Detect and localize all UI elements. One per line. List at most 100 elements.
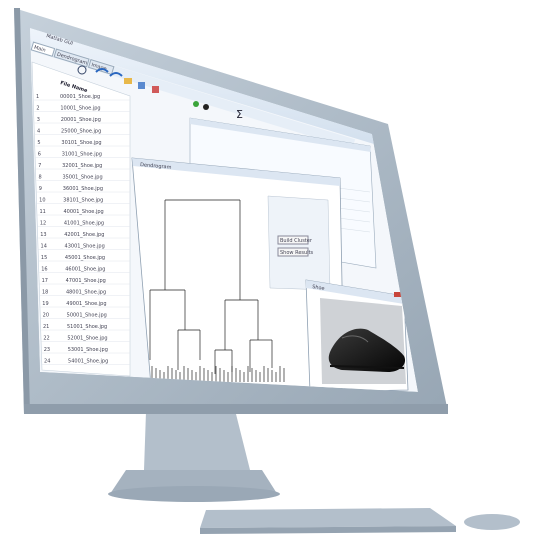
green-dot-icon[interactable] [193, 101, 199, 107]
table-row[interactable]: 14 43001_Shoe.jpg [38, 244, 130, 250]
table-row[interactable]: 23 53001_Shoe.jpg [41, 347, 130, 354]
table-row[interactable]: 20 50001_Shoe.jpg [40, 313, 130, 319]
row-number: 2 [36, 106, 39, 112]
table-row[interactable]: 4 25000_Shoe.jpg [35, 129, 130, 135]
row-number: 11 [40, 209, 46, 215]
tab-dendrogram[interactable] [53, 48, 90, 68]
row-number: 7 [38, 163, 41, 169]
row-filename: 42001_Shoe.jpg [64, 232, 104, 238]
row-number: 24 [44, 359, 50, 365]
table-row[interactable]: 8 35001_Shoe.jpg [36, 175, 130, 181]
toolbar: Σ [77, 65, 243, 121]
table-row[interactable]: 2 10001_Shoe.jpg [34, 106, 130, 112]
row-filename: 47001_Shoe.jpg [66, 278, 106, 284]
table-row[interactable]: 11 40001_Shoe.jpg [37, 209, 131, 216]
search-icon[interactable] [77, 65, 87, 75]
row-number: 23 [44, 347, 50, 353]
row-number: 9 [39, 186, 42, 192]
table-row[interactable]: 15 45001_Shoe.jpg [38, 255, 130, 262]
tab-main-label: Main [33, 45, 46, 54]
save-icon[interactable] [138, 82, 145, 89]
row-number: 10 [39, 198, 45, 204]
table-row[interactable]: 18 48001_Shoe.jpg [39, 290, 130, 296]
main-window: Matlab GUI Main Dendrogram Image [30, 28, 374, 149]
table-row[interactable]: 10 38101_Shoe.jpg [37, 198, 130, 204]
chart-icon[interactable] [152, 86, 159, 93]
row-number: 18 [42, 290, 48, 296]
table-row[interactable]: 1 00001_Shoe.jpg [34, 94, 130, 101]
table-row[interactable]: 22 52001_Shoe.jpg [41, 336, 130, 342]
tab-strip: Main Dendrogram Image [30, 40, 356, 149]
table-row[interactable]: 16 46001_Shoe.jpg [39, 267, 130, 273]
table-row[interactable]: 9 36001_Shoe.jpg [36, 186, 130, 193]
row-number: 21 [43, 324, 49, 330]
sigma-icon[interactable]: Σ [236, 108, 243, 121]
row-number: 15 [41, 255, 47, 261]
row-number: 19 [42, 301, 48, 307]
row-filename: 41001_Shoe.jpg [64, 221, 104, 227]
row-filename: 00001_Shoe.jpg [60, 94, 100, 100]
row-filename: 25000_Shoe.jpg [61, 129, 101, 135]
table-row[interactable]: 24 54001_Shoe.jpg [42, 359, 130, 365]
row-filename: 49001_Shoe.jpg [66, 301, 106, 307]
row-number: 6 [38, 152, 41, 158]
row-number: 1 [36, 94, 39, 100]
mouse [464, 514, 520, 530]
row-number: 17 [42, 278, 48, 284]
show-results-button[interactable] [277, 247, 309, 257]
row-filename: 46001_Shoe.jpg [65, 267, 105, 273]
row-filename: 40001_Shoe.jpg [64, 209, 104, 215]
table-row[interactable]: 12 41001_Shoe.jpg [37, 221, 130, 227]
build-cluster-button-label: Build Cluster [280, 238, 313, 244]
row-filename: 32001_Shoe.jpg [62, 163, 102, 169]
row-filename: 36001_Shoe.jpg [63, 186, 103, 192]
table-row[interactable]: 19 49001_Shoe.jpg [40, 301, 130, 308]
row-filename: 35001_Shoe.jpg [62, 175, 102, 181]
row-number: 4 [37, 129, 40, 135]
forward-icon[interactable] [109, 72, 123, 77]
dendrogram-side-panel: Build Cluster Show Results [267, 195, 331, 291]
table-row[interactable]: 17 47001_Shoe.jpg [39, 278, 130, 285]
table-row[interactable]: 13 42001_Shoe.jpg [38, 232, 130, 239]
keyboard [200, 508, 456, 534]
tab-main[interactable] [30, 41, 56, 57]
table-row[interactable]: 3 20001_Shoe.jpg [34, 117, 130, 124]
build-cluster-button[interactable] [277, 235, 309, 245]
row-filename: 31001_Shoe.jpg [62, 152, 102, 158]
table-row[interactable]: 5 30101_Shoe.jpg [35, 140, 130, 147]
monitor-stand [108, 412, 280, 502]
row-number: 14 [41, 244, 47, 250]
row-filename: 45001_Shoe.jpg [65, 255, 105, 261]
row-number: 12 [40, 221, 46, 227]
row-number: 22 [43, 336, 49, 342]
row-filename: 20001_Shoe.jpg [61, 117, 101, 123]
table-row[interactable]: 6 31001_Shoe.jpg [35, 152, 130, 158]
dendrogram-title: Dendrogram [140, 162, 172, 171]
row-filename: 53001_Shoe.jpg [68, 347, 108, 353]
show-results-button-label: Show Results [280, 250, 314, 256]
back-icon[interactable] [95, 68, 109, 73]
row-filename: 38101_Shoe.jpg [63, 198, 103, 204]
row-filename: 48001_Shoe.jpg [66, 290, 106, 296]
dendrogram-plot [149, 199, 285, 382]
row-number: 20 [43, 313, 49, 319]
row-number: 5 [37, 140, 40, 146]
table-row[interactable]: 7 32001_Shoe.jpg [36, 163, 130, 170]
row-number: 16 [41, 267, 47, 273]
folder-icon[interactable] [124, 78, 132, 84]
shoe-preview-window: Shoe [305, 279, 409, 392]
row-filename: 10001_Shoe.jpg [60, 106, 100, 112]
table-row[interactable]: 21 51001_Shoe.jpg [41, 324, 130, 331]
black-dot-icon[interactable] [203, 104, 209, 110]
row-number: 8 [38, 175, 41, 181]
close-icon[interactable] [394, 292, 401, 297]
row-filename: 50001_Shoe.jpg [67, 313, 107, 319]
tab-image-label: Image [90, 62, 107, 72]
dress-shoe-photo [328, 328, 406, 372]
row-number: 3 [37, 117, 40, 123]
row-filename: 54001_Shoe.jpg [68, 359, 108, 365]
row-number: 13 [40, 232, 46, 238]
row-filename: 43001_Shoe.jpg [65, 244, 105, 250]
